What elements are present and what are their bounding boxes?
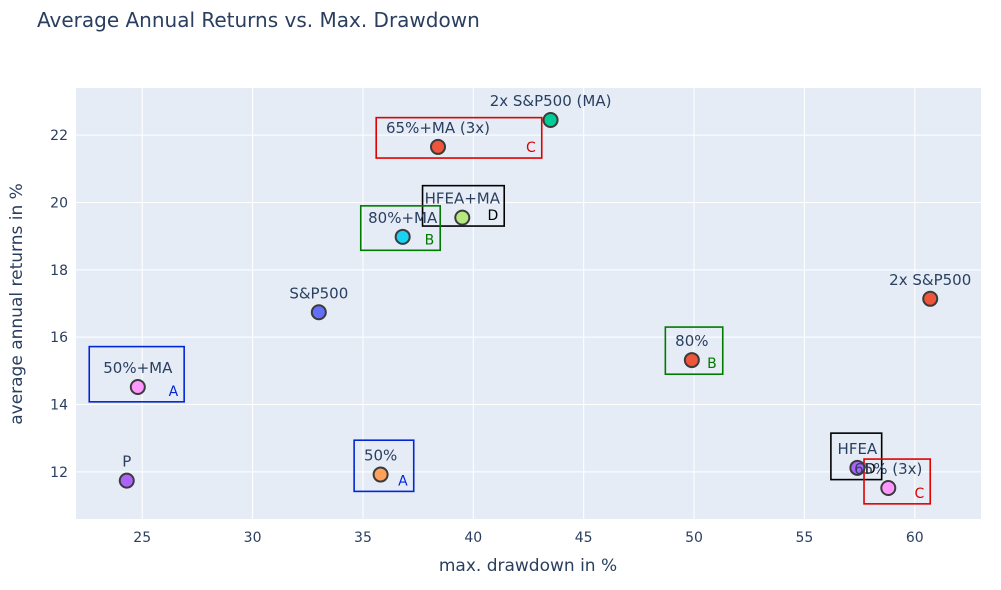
y-axis-title: average annual returns in % [7,183,27,425]
y-tick-label: 22 [50,128,68,144]
point-label: 50% [364,447,397,465]
x-axis-ticks: 25 30 35 40 45 50 55 60 [133,530,923,546]
data-point [394,228,411,245]
y-tick-label: 18 [50,263,68,279]
annotation-box [375,116,543,159]
annotation-box-letter: B [425,232,435,248]
point-label: 2x S&P500 [889,271,971,289]
point-label: 80%+MA [368,209,438,227]
annotation-box [359,205,442,252]
point-label: 50%+MA [103,359,173,377]
point-label: 65% (3x) [854,460,922,478]
grid-lines [76,88,981,519]
annotation-box-letter: A [398,473,408,489]
x-tick-label: 55 [796,530,814,546]
x-tick-label: 50 [685,530,703,546]
data-point [542,111,559,128]
data-point [454,209,471,226]
x-tick-label: 40 [464,530,482,546]
annotation-box [863,458,932,505]
annotation-box [88,345,185,403]
point-label: HFEA+MA [425,190,501,208]
annotation-box-letter: A [169,384,179,400]
y-tick-label: 12 [50,465,68,481]
chart-title: Average Annual Returns vs. Max. Drawdown [37,8,480,32]
annotation-box [830,432,883,481]
point-label: 2x S&P500 (MA) [490,92,612,110]
data-point [430,138,446,155]
data-point [880,480,897,497]
data-point [683,352,700,369]
point-label: HFEA [838,440,878,458]
data-point [129,379,146,396]
annotation-box [353,439,415,493]
annotation-box-letter: C [914,486,924,502]
x-tick-label: 35 [354,530,372,546]
annotation-box-letter: C [526,140,536,156]
point-label: 65%+MA (3x) [386,119,490,137]
x-tick-label: 30 [244,530,262,546]
data-point [118,472,135,489]
y-tick-label: 20 [50,195,68,211]
y-tick-label: 14 [50,398,68,414]
data-point [922,290,939,307]
x-tick-label: 45 [575,530,593,546]
annotation-box-letter: B [707,356,717,372]
data-point [310,304,327,321]
data-points [118,111,939,497]
point-label: 80% [675,332,708,350]
y-tick-label: 16 [50,330,68,346]
x-tick-label: 25 [133,530,151,546]
annotation-box [664,326,724,376]
point-label: P [122,453,131,471]
x-tick-label: 60 [906,530,924,546]
y-axis-ticks: 12 14 16 18 20 22 [50,128,68,481]
point-label: S&P500 [289,284,348,302]
data-point [372,466,389,483]
annotation-box-letter: D [865,462,876,478]
annotation-box-letter: D [487,208,498,224]
data-point [849,459,866,476]
annotation-boxes: C D B A B A D C [88,116,932,505]
x-axis-title: max. drawdown in % [439,556,617,576]
